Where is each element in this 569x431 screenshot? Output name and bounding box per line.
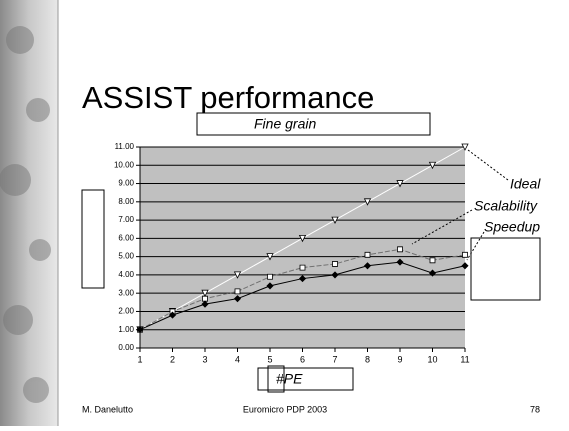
x-tick-label: 6 [300, 354, 305, 364]
legend-box [471, 238, 540, 300]
x-tick-label: 5 [267, 354, 272, 364]
y-tick-label: 11.00 [115, 142, 135, 151]
y-label-box [82, 190, 104, 288]
point [463, 252, 468, 257]
x-tick-label: 7 [332, 354, 337, 364]
y-tick-label: 9.00 [118, 179, 134, 188]
slide: ASSIST performance Fine grain #PE Ideal … [0, 0, 569, 426]
x-axis-label: #PE [276, 371, 303, 387]
slide-title: ASSIST performance [82, 80, 374, 115]
point [365, 252, 370, 257]
y-tick-label: 6.00 [118, 233, 134, 242]
annotation: Speedup [484, 219, 540, 235]
x-tick-label: 11 [460, 354, 469, 364]
plot-area [140, 147, 465, 348]
y-tick-label: 8.00 [118, 197, 134, 206]
y-tick-label: 10.00 [114, 160, 135, 169]
y-tick-label: 0.00 [118, 343, 134, 352]
footer-author: M. Danelutto [82, 404, 133, 414]
y-tick-label: 5.00 [118, 252, 134, 261]
x-tick-label: 1 [137, 354, 142, 364]
footer-event: Euromicro PDP 2003 [243, 404, 327, 414]
point [300, 265, 305, 270]
point [430, 258, 435, 263]
x-tick-label: 2 [170, 354, 175, 364]
x-tick-label: 4 [235, 354, 240, 364]
y-tick-label: 7.00 [118, 215, 134, 224]
point [398, 247, 403, 252]
x-tick-label: 8 [365, 354, 370, 364]
x-tick-label: 3 [202, 354, 207, 364]
point [235, 289, 240, 294]
point [268, 274, 273, 279]
point [203, 296, 208, 301]
x-label-box [258, 368, 353, 390]
annotation: Scalability [474, 198, 538, 214]
y-tick-label: 3.00 [118, 288, 134, 297]
y-tick-label: 2.00 [118, 307, 134, 316]
chart-title: Fine grain [254, 116, 316, 132]
decor-strip [0, 0, 58, 426]
x-tick-label: 9 [397, 354, 402, 364]
annotation: Ideal [510, 176, 541, 192]
y-tick-label: 1.00 [118, 325, 134, 334]
point [333, 261, 338, 266]
y-tick-label: 4.00 [118, 270, 134, 279]
footer-page: 78 [530, 404, 540, 414]
x-tick-label: 10 [427, 354, 437, 364]
